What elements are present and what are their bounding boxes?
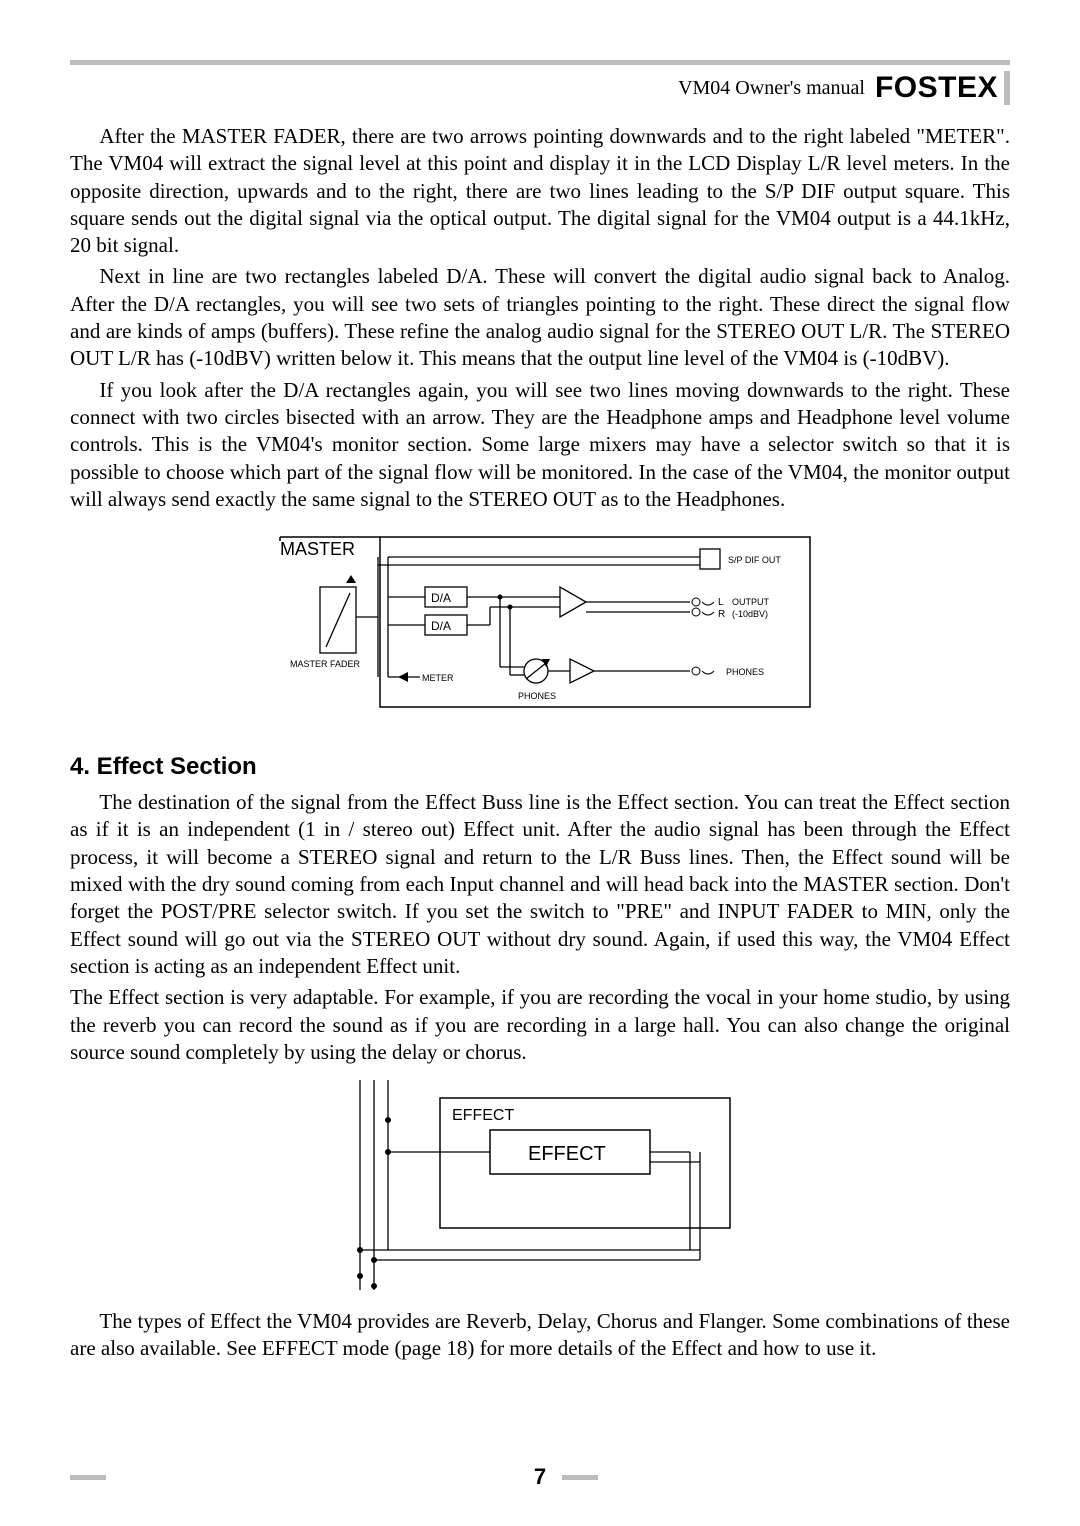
- manual-title: VM04 Owner's manual: [678, 77, 865, 100]
- footer-bar-left: [70, 1475, 106, 1480]
- svg-text:PHONES: PHONES: [726, 667, 764, 677]
- paragraph: Next in line are two rectangles labeled …: [70, 263, 1010, 372]
- svg-text:(-10dBV): (-10dBV): [732, 609, 768, 619]
- paragraph: The destination of the signal from the E…: [70, 789, 1010, 980]
- brand-logo: FOSTEX: [875, 71, 1010, 105]
- page-header: VM04 Owner's manual FOSTEX: [70, 71, 1010, 105]
- svg-text:MASTER FADER: MASTER FADER: [290, 659, 361, 669]
- page-footer: 7: [70, 1464, 1010, 1490]
- paragraph: If you look after the D/A rectangles aga…: [70, 377, 1010, 513]
- paragraph: The types of Effect the VM04 provides ar…: [70, 1308, 1010, 1363]
- svg-text:MASTER: MASTER: [280, 539, 355, 559]
- svg-text:L: L: [718, 597, 724, 608]
- master-section-diagram: MASTER MASTER FADER D/A D/A: [70, 527, 1010, 727]
- body-text-block-1: After the MASTER FADER, there are two ar…: [70, 123, 1010, 513]
- body-text-block-3: The types of Effect the VM04 provides ar…: [70, 1308, 1010, 1363]
- svg-text:EFFECT: EFFECT: [528, 1143, 606, 1165]
- svg-text:D/A: D/A: [431, 591, 451, 605]
- svg-text:EFFECT: EFFECT: [452, 1107, 514, 1124]
- svg-text:PHONES: PHONES: [518, 691, 556, 701]
- page-number: 7: [528, 1464, 552, 1490]
- footer-bar-right: [562, 1475, 598, 1480]
- body-text-block-2: The destination of the signal from the E…: [70, 789, 1010, 1066]
- effect-section-diagram: EFFECT EFFECT: [70, 1080, 1010, 1300]
- svg-text:R: R: [718, 609, 725, 620]
- section-title: 4. Effect Section: [70, 753, 1010, 781]
- svg-text:D/A: D/A: [431, 619, 451, 633]
- paragraph: The Effect section is very adaptable. Fo…: [70, 984, 1010, 1066]
- svg-text:S/P DIF OUT: S/P DIF OUT: [728, 555, 781, 565]
- svg-text:OUTPUT: OUTPUT: [732, 597, 770, 607]
- svg-text:METER: METER: [422, 673, 454, 683]
- paragraph: After the MASTER FADER, there are two ar…: [70, 123, 1010, 259]
- top-rule: [70, 60, 1010, 65]
